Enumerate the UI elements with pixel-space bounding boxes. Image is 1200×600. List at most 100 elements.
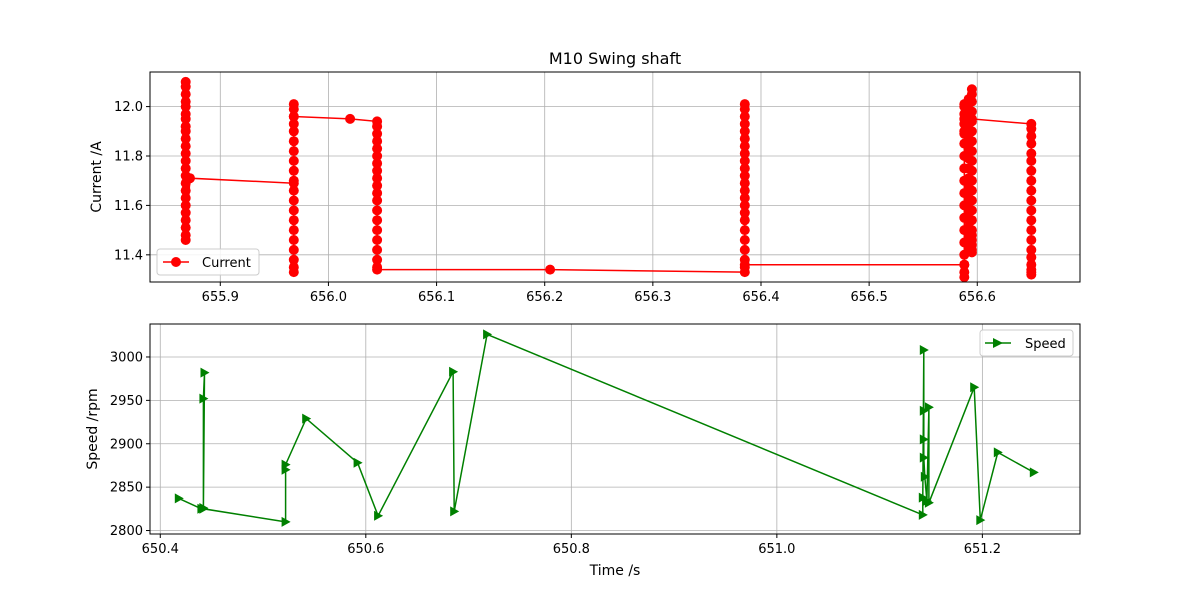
data-point — [372, 188, 383, 199]
data-point — [966, 126, 977, 137]
data-point — [966, 113, 977, 124]
data-point — [1026, 175, 1037, 186]
data-point — [353, 457, 363, 468]
legend: Speed — [979, 329, 1074, 357]
x-tick-label: 655.9 — [202, 290, 239, 305]
data-point — [739, 215, 750, 226]
data-point — [288, 244, 299, 255]
data-point — [1026, 185, 1037, 196]
data-point — [449, 366, 459, 377]
data-point — [180, 141, 191, 152]
data-point — [970, 382, 980, 393]
data-point — [959, 267, 970, 278]
data-point — [372, 205, 383, 216]
x-ticks: 650.4 650.6 650.8 651.0 651.2 — [142, 534, 1001, 557]
data-point — [302, 413, 312, 424]
data-point — [966, 215, 977, 226]
data-point — [739, 141, 750, 152]
data-point — [372, 215, 383, 226]
data-point — [483, 329, 493, 340]
data-point — [288, 254, 299, 265]
data-point — [739, 259, 750, 270]
data-point — [288, 104, 299, 115]
data-point — [1026, 252, 1037, 263]
data-point — [345, 113, 356, 124]
data-point — [966, 175, 977, 186]
data-point — [180, 185, 191, 196]
x-tick-label: 650.4 — [142, 542, 179, 557]
data-point — [739, 126, 750, 137]
x-tick-label: 651.0 — [758, 542, 795, 557]
data-point — [739, 148, 750, 159]
data-point — [966, 96, 977, 107]
legend-label-current: Current — [202, 256, 251, 271]
y-tick-label: 11.4 — [114, 248, 143, 263]
data-point — [288, 175, 299, 186]
x-tick-label: 656.6 — [959, 290, 996, 305]
data-point — [372, 165, 383, 176]
data-point — [180, 222, 191, 233]
plot-frame — [149, 71, 1081, 283]
data-point — [545, 264, 556, 275]
data-point — [288, 195, 299, 206]
data-point — [180, 200, 191, 211]
data-point — [180, 101, 191, 112]
x-tick-label: 656.3 — [634, 290, 671, 305]
x-ticks: 655.9 656.0 656.1 656.2 656.3 656.4 656.5 656.6 — [202, 282, 996, 305]
data-point — [918, 509, 928, 520]
data-point — [739, 207, 750, 218]
legend-label-speed: Speed — [1025, 337, 1066, 352]
data-point — [919, 452, 929, 463]
x-tick-label: 656.4 — [742, 290, 779, 305]
data-point — [739, 118, 750, 129]
data-point — [180, 81, 191, 92]
data-point — [739, 235, 750, 245]
data-point — [966, 205, 977, 216]
x-tick-label: 650.6 — [347, 542, 384, 557]
data-point — [288, 118, 299, 129]
data-point — [288, 136, 299, 147]
data-point — [180, 155, 191, 166]
data-point — [288, 225, 299, 236]
data-point — [180, 207, 191, 218]
x-tick-label: 651.2 — [964, 542, 1001, 557]
y-tick-label: 2800 — [110, 524, 143, 539]
data-point — [372, 136, 383, 147]
data-point — [1026, 215, 1037, 226]
data-point — [180, 235, 191, 245]
data-point — [372, 143, 383, 154]
y-ticks: 2800 2850 2900 2950 3000 — [110, 350, 150, 539]
data-point — [374, 510, 384, 521]
x-tick-label: 650.8 — [553, 542, 590, 557]
data-point — [966, 195, 977, 206]
data-point — [966, 239, 977, 250]
data-point — [372, 195, 383, 206]
y-axis-label: Current /A — [89, 141, 105, 213]
data-point — [739, 104, 750, 115]
data-point — [185, 173, 195, 184]
data-point — [966, 106, 977, 117]
data-point — [976, 515, 986, 526]
data-point — [288, 155, 299, 166]
data-point — [372, 244, 383, 255]
data-point — [180, 126, 191, 137]
data-point — [180, 148, 191, 159]
data-point — [739, 185, 750, 196]
data-point — [174, 493, 184, 504]
x-tick-label: 656.1 — [418, 290, 455, 305]
y-tick-label: 2950 — [110, 394, 143, 409]
y-axis-label: Speed /rpm — [85, 388, 101, 469]
data-point — [966, 230, 977, 241]
data-point — [180, 89, 191, 100]
data-point — [966, 136, 977, 147]
y-tick-label: 11.8 — [114, 150, 143, 165]
data-point — [372, 128, 383, 139]
data-point — [1026, 235, 1037, 245]
data-point — [288, 146, 299, 157]
data-point — [372, 264, 383, 275]
data-point — [1026, 225, 1037, 236]
data-point — [180, 133, 191, 144]
legend-box — [156, 248, 260, 276]
data-point — [966, 247, 977, 258]
legend-marker-current — [171, 257, 181, 267]
